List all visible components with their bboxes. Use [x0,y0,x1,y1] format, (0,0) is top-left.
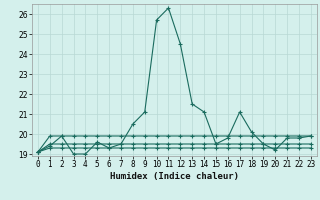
X-axis label: Humidex (Indice chaleur): Humidex (Indice chaleur) [110,172,239,181]
